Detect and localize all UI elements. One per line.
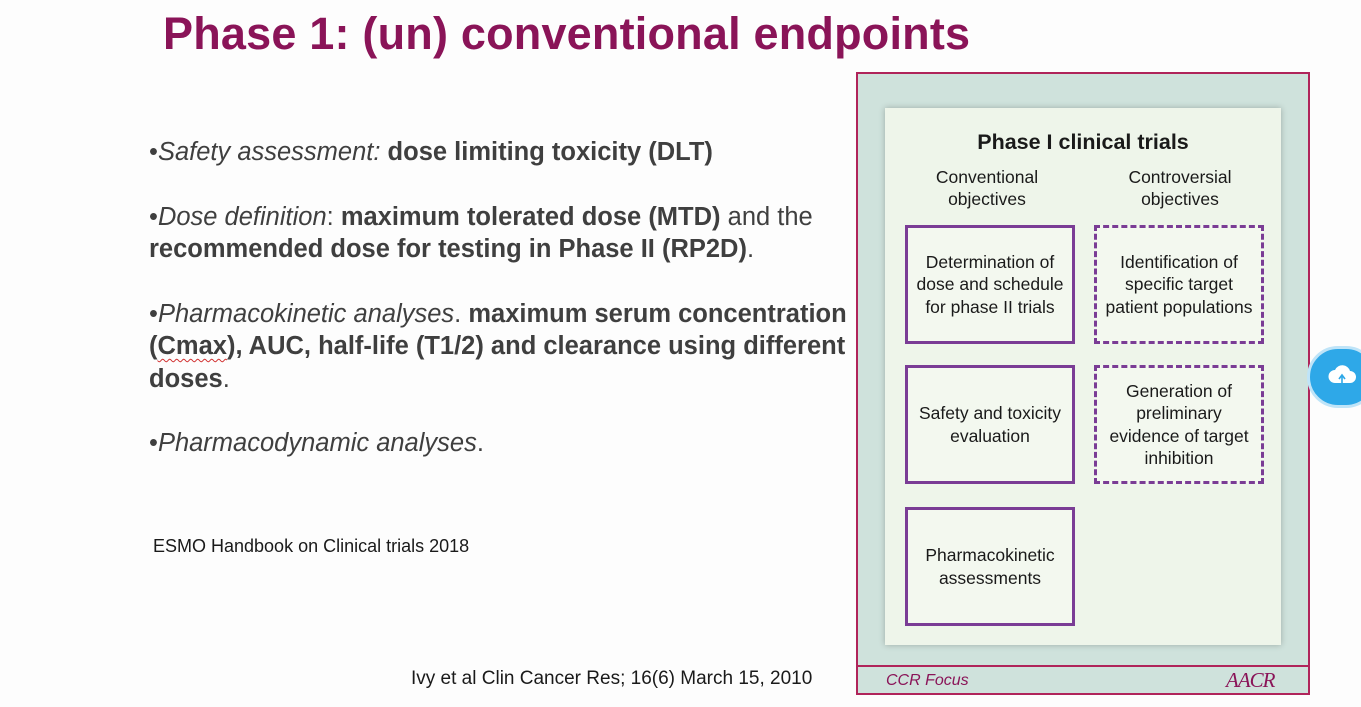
aacr-logo: AACR [1226, 668, 1275, 692]
ccr-focus-label: CCR Focus [886, 672, 969, 689]
box-target-populations: Identification of specific target patien… [1094, 225, 1264, 344]
bullet-dose-end: . [746, 235, 755, 263]
cloud-icon [1327, 363, 1357, 392]
bullet-safety-text: dose limiting toxicity (DLT) [387, 138, 713, 166]
bullet-safety: •Safety assessment: dose limiting toxici… [149, 136, 849, 169]
bullet-dose-rp2d: recommended dose for testing in Phase II… [149, 235, 747, 263]
bullet-pk-sep: . [454, 299, 469, 328]
bullet-marker: • [149, 429, 158, 457]
bullet-pk-cmax: Cmax [157, 332, 227, 360]
header-conventional: Conventional objectives [935, 167, 1039, 209]
bullet-pd: •Pharmacodynamic analyses. [149, 427, 849, 460]
bullet-marker: • [149, 299, 158, 328]
figure-footer-divider [858, 665, 1308, 667]
bullet-pk-text-1: maximum serum concentration ( [149, 299, 847, 361]
box-dose-schedule: Determination of dose and schedule for p… [905, 225, 1075, 344]
bullet-marker: • [149, 138, 158, 166]
bullet-dose-label: Dose definition [157, 202, 327, 231]
box-target-inhibition: Generation of preliminary evidence of ta… [1094, 365, 1264, 484]
reference-ivy: Ivy et al Clin Cancer Res; 16(6) March 1… [411, 668, 813, 689]
bullet-pd-label: Pharmacodynamic analyses [157, 429, 477, 457]
phase1-figure: Phase I clinical trials Conventional obj… [856, 72, 1310, 695]
bullet-pk-text-2: ), AUC, half-life (T1/2) and clearance u… [149, 332, 846, 393]
bullet-pk-end: . [222, 364, 230, 393]
bullet-safety-label: Safety assessment: [157, 138, 381, 166]
bullet-pk-label: Pharmacokinetic analyses [157, 299, 455, 328]
bullet-marker: • [149, 202, 158, 231]
figure-title: Phase I clinical trials [977, 130, 1189, 154]
bullet-list: •Safety assessment: dose limiting toxici… [149, 136, 849, 492]
figure-panel: Phase I clinical trials Conventional obj… [885, 108, 1281, 645]
reference-esmo: ESMO Handbook on Clinical trials 2018 [153, 536, 470, 556]
box-pharmacokinetic: Pharmacokinetic assessments [905, 507, 1075, 626]
bullet-pd-end: . [476, 429, 484, 457]
bullet-dose-mid: and the [720, 202, 813, 231]
bullet-dose-colon: : [326, 202, 341, 231]
bullet-dose-mtd: maximum tolerated dose (MTD) [340, 202, 721, 231]
bullet-pk: •Pharmacokinetic analyses. maximum serum… [149, 298, 849, 396]
slide-title: Phase 1: (un) conventional endpoints [163, 8, 971, 59]
box-safety-toxicity: Safety and toxicity evaluation [905, 365, 1075, 484]
cloud-assistant-button[interactable] [1307, 346, 1361, 408]
header-controversial: Controversial objectives [1128, 167, 1232, 209]
bullet-dose: •Dose definition: maximum tolerated dose… [149, 201, 849, 266]
